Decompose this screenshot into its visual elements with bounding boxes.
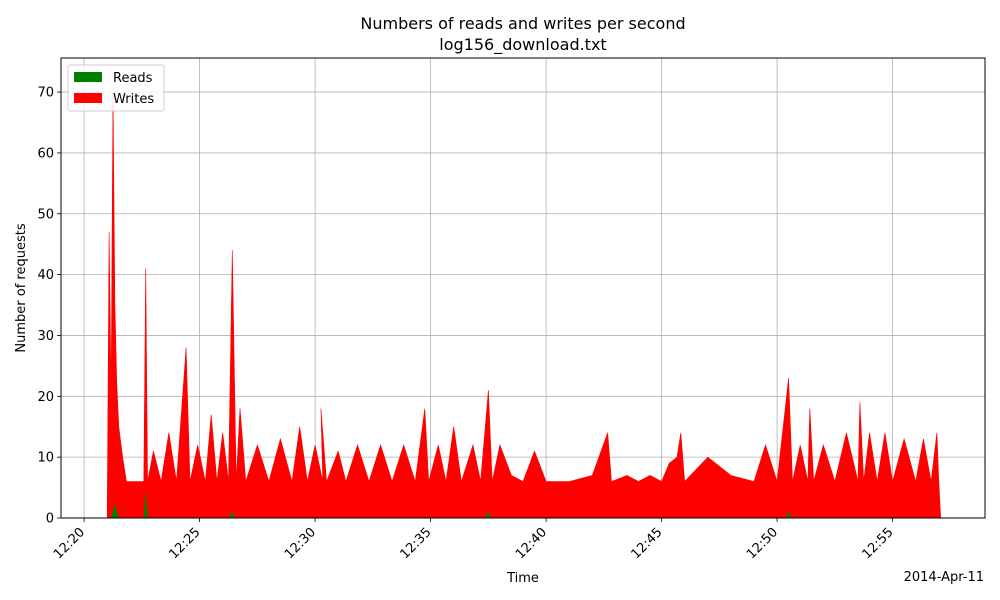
y-tick-label: 30 [37,329,54,344]
x-axis-label: Time [506,571,539,586]
x-tick-label: 12:30 [282,525,319,562]
y-axis-label: Number of requests [14,223,29,352]
legend-swatch-reads [74,72,102,82]
series-area-writes [106,92,942,519]
x-tick-label: 12:55 [859,525,896,562]
x-tick-label: 12:40 [513,525,550,562]
plot-frame [60,57,986,519]
x-tick-label: 12:50 [744,525,781,562]
legend: Reads Writes [67,64,165,112]
chart-title: Numbers of reads and writes per second [360,14,685,33]
y-tick-label: 10 [37,451,54,466]
x-tick-label: 12:45 [628,525,665,562]
y-tick-label: 60 [37,146,54,161]
y-tick-label: 70 [37,86,54,101]
chart-subtitle: log156_download.txt [439,35,606,55]
y-tick-label: 40 [37,268,54,283]
x-axis: 12:20 12:25 12:30 12:35 12:40 12:45 12:50 12:55 [51,518,897,562]
series-layer [106,92,942,519]
legend-label-writes: Writes [113,92,154,107]
y-axis: 0 10 20 30 40 50 60 70 [37,86,61,527]
date-label: 2014-Apr-11 [904,570,984,585]
legend-label-reads: Reads [113,71,153,86]
x-tick-label: 12:35 [397,525,434,562]
x-tick-label: 12:20 [51,525,88,562]
legend-swatch-writes [74,93,102,103]
y-tick-label: 50 [37,207,54,222]
y-tick-label: 0 [46,512,54,527]
grid [61,58,985,519]
x-tick-label: 12:25 [166,525,203,562]
y-tick-label: 20 [37,390,54,405]
plot-area: 12:20 12:25 12:30 12:35 12:40 12:45 12:50 12:55… [37,57,986,562]
